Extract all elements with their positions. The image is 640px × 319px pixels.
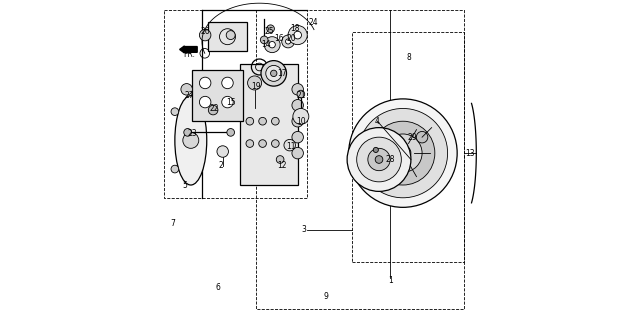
Text: FR.: FR.: [183, 50, 195, 59]
Circle shape: [373, 147, 378, 152]
Circle shape: [264, 37, 280, 53]
Circle shape: [171, 165, 179, 173]
Circle shape: [200, 77, 211, 89]
Ellipse shape: [175, 96, 207, 185]
Text: 11: 11: [287, 142, 296, 151]
Circle shape: [184, 129, 191, 136]
Circle shape: [259, 117, 266, 125]
Circle shape: [246, 117, 253, 125]
Circle shape: [271, 140, 279, 147]
Circle shape: [217, 146, 228, 157]
Circle shape: [271, 70, 277, 77]
Text: 13: 13: [465, 149, 475, 158]
Circle shape: [349, 99, 457, 207]
Text: 14: 14: [261, 40, 271, 49]
Circle shape: [269, 41, 275, 48]
Circle shape: [209, 105, 218, 115]
Circle shape: [347, 128, 411, 191]
Circle shape: [259, 140, 266, 147]
Text: 19: 19: [252, 82, 261, 91]
Circle shape: [183, 132, 199, 148]
Circle shape: [375, 156, 383, 163]
Text: 16: 16: [274, 34, 284, 43]
Text: 25: 25: [264, 27, 274, 36]
Circle shape: [294, 31, 301, 39]
FancyArrow shape: [180, 46, 197, 53]
Circle shape: [292, 147, 303, 159]
Circle shape: [293, 108, 309, 124]
Circle shape: [358, 108, 447, 198]
Text: 22: 22: [210, 104, 220, 113]
Text: 20: 20: [287, 34, 296, 43]
Text: 7: 7: [171, 219, 176, 228]
Circle shape: [288, 26, 307, 45]
Text: 26: 26: [200, 27, 210, 36]
Circle shape: [371, 121, 435, 185]
Text: 27: 27: [184, 91, 194, 100]
Circle shape: [384, 134, 422, 172]
Circle shape: [395, 145, 411, 161]
Circle shape: [267, 25, 275, 33]
Text: 10: 10: [296, 117, 306, 126]
Text: 1: 1: [388, 276, 392, 285]
Text: 8: 8: [407, 53, 412, 62]
Bar: [240, 64, 298, 185]
Circle shape: [284, 139, 296, 151]
Circle shape: [417, 131, 428, 143]
Text: 28: 28: [385, 155, 395, 164]
Circle shape: [292, 100, 303, 111]
Text: 5: 5: [182, 181, 187, 189]
Text: 4: 4: [375, 117, 380, 126]
Circle shape: [227, 129, 234, 136]
Circle shape: [260, 36, 268, 44]
Text: 24: 24: [309, 18, 319, 27]
Circle shape: [282, 35, 294, 48]
Text: 23: 23: [188, 130, 197, 138]
Circle shape: [297, 90, 305, 98]
Circle shape: [181, 84, 193, 95]
Circle shape: [356, 137, 401, 182]
Circle shape: [248, 76, 262, 90]
Circle shape: [276, 156, 284, 163]
Circle shape: [221, 77, 233, 89]
Circle shape: [292, 84, 303, 95]
Circle shape: [285, 39, 291, 44]
Circle shape: [266, 65, 282, 81]
Circle shape: [292, 131, 303, 143]
Text: 29: 29: [408, 133, 417, 142]
Circle shape: [368, 148, 390, 171]
Circle shape: [226, 31, 235, 40]
Text: 17: 17: [277, 69, 287, 78]
Text: 21: 21: [296, 91, 306, 100]
Circle shape: [171, 108, 179, 115]
Text: 2: 2: [219, 161, 223, 170]
Bar: [352, 32, 463, 262]
Circle shape: [271, 117, 279, 125]
Circle shape: [200, 96, 211, 108]
Circle shape: [261, 61, 287, 86]
Text: 15: 15: [226, 98, 236, 107]
Bar: [209, 22, 246, 51]
Polygon shape: [193, 70, 243, 121]
Circle shape: [200, 29, 211, 41]
Text: 18: 18: [290, 24, 300, 33]
Text: 6: 6: [216, 283, 220, 292]
Text: 3: 3: [301, 225, 307, 234]
Circle shape: [221, 96, 233, 108]
Text: 12: 12: [277, 161, 287, 170]
Text: 9: 9: [324, 292, 329, 301]
Circle shape: [246, 140, 253, 147]
Circle shape: [292, 115, 303, 127]
